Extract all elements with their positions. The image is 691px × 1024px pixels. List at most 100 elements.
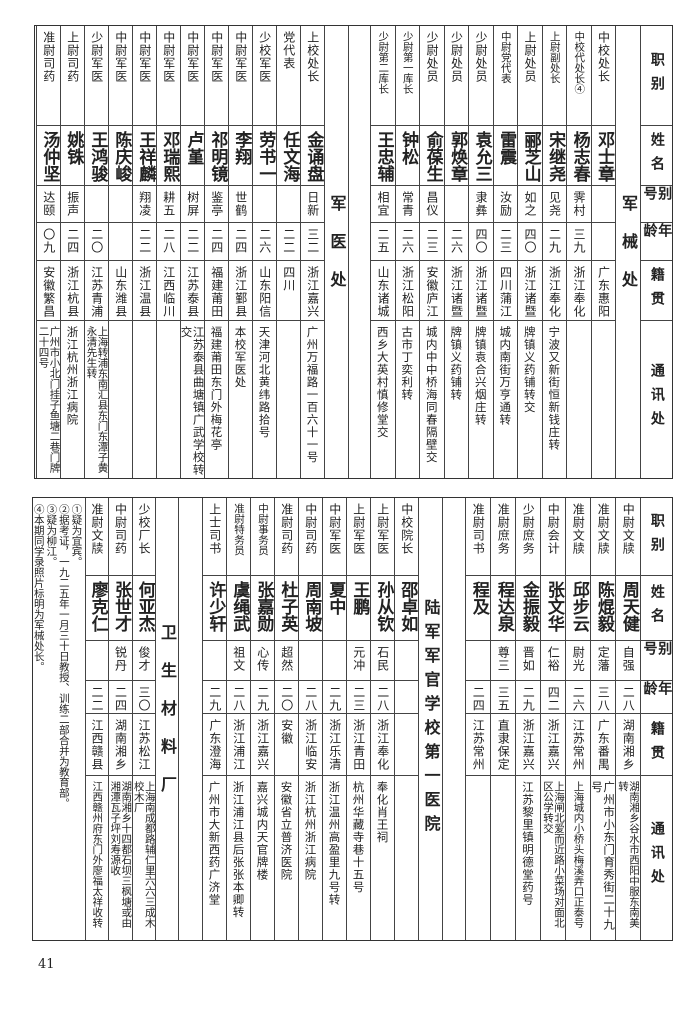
roster-row: 上尉军医 孙从钦 石民 二八 浙江奉化 奉化肖王祠 [370, 498, 394, 940]
name-cell: 王祥麟 [133, 126, 156, 186]
roster-row: 中校院长 邵卓如 [394, 498, 418, 940]
header-address: 通讯处 [648, 363, 665, 435]
address-cell: 浙江杭州浙江病院 [303, 781, 318, 881]
rank-cell: 中校处长 [591, 26, 615, 126]
origin-cell: 浙江温县 [133, 261, 156, 321]
age-cell: 三二 [301, 223, 324, 261]
rank-cell: 少尉庶务 [516, 498, 540, 576]
section-title: 卫生材料厂 [155, 498, 178, 940]
address-cell: 天津河北黄纬路拾号 [257, 326, 272, 439]
alias-cell [203, 641, 226, 681]
origin-cell: 浙江嘉兴 [516, 714, 540, 776]
roster-row: 准尉司药 杜子英 超然 二〇 安徽 安徽省立普济医院 [274, 498, 298, 940]
rank-cell: 少校厂长 [132, 498, 155, 576]
roster-row: 上士司书 许少轩 二九 广东澄海 广州市大新西药广济堂 [202, 498, 226, 940]
alias-cell: 祖文 [227, 641, 250, 681]
rank-cell: 中尉司药 [299, 498, 322, 576]
name-cell: 邱步云 [566, 576, 590, 641]
age-cell: 二四 [109, 681, 132, 714]
age-cell: 二六 [566, 681, 590, 714]
roster-row: 上尉处员 郦芝山 如之 四〇 浙江诸暨 牌镇义药铺转交 [517, 26, 542, 478]
age-cell: 三五 [491, 681, 515, 714]
address-cell: 广州万福路一百六十一号 [305, 326, 320, 464]
age-cell [591, 223, 615, 261]
origin-cell: 安徽繁昌 [37, 261, 60, 321]
origin-cell: 浙江奉化 [567, 261, 591, 321]
rank-cell: 少尉第二库长 [371, 26, 395, 126]
roster-row: 中尉司药 张世才 锐丹 二四 湖南湘乡 湖南湘乡十四都石坝三枫塘或由湘潭瓦子坪刘寿源收 [108, 498, 132, 940]
roster-row: 准尉文牍 邱步云 尉光 二六 江苏常州 上海城内小桥头梅溪弄口正泰号 [565, 498, 590, 940]
rank-cell: 少尉处员 [444, 26, 468, 126]
address-cell: 湖南湘乡十四都石坝三枫塘或由湘潭瓦子坪刘寿源收 [109, 781, 132, 928]
rank-cell: 党代表 [277, 26, 300, 126]
origin-cell: 浙江诸暨 [444, 261, 468, 321]
name-cell: 孙从钦 [371, 576, 394, 641]
roster-row: 中尉事务员 张嘉勋 心传 二九 浙江嘉兴 嘉兴城内天官牌楼 [250, 498, 274, 940]
roster-row: 中校代处长④ 杨志春 霁村 三九 浙江奉化 [566, 26, 591, 478]
age-cell: 二八 [227, 681, 250, 714]
name-cell: 袁允三 [469, 126, 493, 186]
roster-row: 准尉文牍 廖克仁 二二 江西赣县 江西赣州府东门外廖福太祥收转 [84, 498, 108, 940]
address-cell: 宁波又新街恒新钱庄转 [547, 326, 562, 451]
age-cell: 二〇 [85, 223, 108, 261]
header-rank: 职别 [641, 498, 672, 576]
alias-cell [85, 186, 108, 223]
alias-cell: 如之 [518, 186, 542, 223]
name-cell: 王鹏 [347, 576, 370, 641]
name-cell: 张文华 [541, 576, 565, 641]
roster-row: 准尉庶务 程达泉 尊三 三五 直隶保定 [490, 498, 515, 940]
name-cell: 卢堇 [181, 126, 204, 186]
age-cell [109, 223, 132, 261]
rank-cell: 少校军医 [253, 26, 276, 126]
age-cell: 二二 [181, 223, 204, 261]
age-cell: 二八 [157, 223, 180, 261]
origin-cell: 四川蒲江 [493, 261, 517, 321]
address-cell: 上海城内小桥头梅溪弄口正泰号 [572, 781, 585, 928]
roster-row: 少尉处员 袁允三 隶彝 四〇 浙江诸暨 牌镇袁合兴烟庄转 [468, 26, 493, 478]
alias-cell: 常青 [395, 186, 419, 223]
rank-cell: 少尉第一库长 [395, 26, 419, 126]
rank-cell: 中尉军医 [181, 26, 204, 126]
origin-cell: 福建莆田 [205, 261, 228, 321]
alias-cell: 汝励 [493, 186, 517, 223]
origin-cell: 江苏松江 [132, 714, 155, 776]
origin-cell: 直隶保定 [491, 714, 515, 776]
header-name: 姓名 [641, 126, 672, 186]
name-cell: 何亚杰 [132, 576, 155, 641]
roster-row: 中尉党代表 雷震 汝励 二三 四川蒲江 城内南街万亨通转 [492, 26, 517, 478]
name-cell: 夏中 [323, 576, 346, 641]
rank-cell: 准尉文牍 [566, 498, 590, 576]
roster-row: 准尉司书 程及 二四 江苏常州 [465, 498, 490, 940]
address-cell: 城内南街万亨通转 [498, 326, 513, 426]
alias-cell: 隶彝 [469, 186, 493, 223]
name-cell: 邓瑞熙 [157, 126, 180, 186]
name-cell: 程达泉 [491, 576, 515, 641]
alias-cell: 翔凌 [133, 186, 156, 223]
address-cell [567, 321, 591, 477]
name-cell: 邵卓如 [395, 576, 418, 641]
name-cell: 王忠辅 [371, 126, 395, 186]
age-cell: 二二 [277, 223, 300, 261]
age-cell: 〇九 [37, 223, 60, 261]
origin-cell: 浙江奉化 [371, 714, 394, 776]
address-cell [109, 321, 132, 477]
rank-cell: 准尉司药 [37, 26, 60, 126]
rank-cell: 中尉党代表 [493, 26, 517, 126]
name-cell: 张嘉勋 [251, 576, 274, 641]
alias-cell: 自强 [616, 641, 640, 681]
roster-row: 中校处长 邓士章 广东惠阳 [590, 26, 615, 478]
origin-cell [395, 714, 418, 776]
address-cell: 嘉兴城内天官牌楼 [255, 781, 270, 881]
address-cell [157, 321, 180, 477]
roster-row: 上尉军医 王鹏 元冲 二三 浙江青田 杭州华藏寺巷十五号 [346, 498, 370, 940]
name-cell: 钟松 [395, 126, 419, 186]
address-cell: 广州市大新西药广济堂 [207, 781, 222, 906]
name-cell: 杨志春 [567, 126, 591, 186]
age-cell: 三八 [591, 681, 615, 714]
origin-cell: 广东惠阳 [591, 261, 615, 321]
address-cell: 浙江浦江县后张张本卿转 [231, 781, 246, 919]
origin-cell: 江苏常州 [466, 714, 490, 776]
address-cell: 本校军医处 [233, 326, 248, 389]
origin-cell: 浙江嘉兴 [541, 714, 565, 776]
origin-cell: 安徽 [275, 714, 298, 776]
